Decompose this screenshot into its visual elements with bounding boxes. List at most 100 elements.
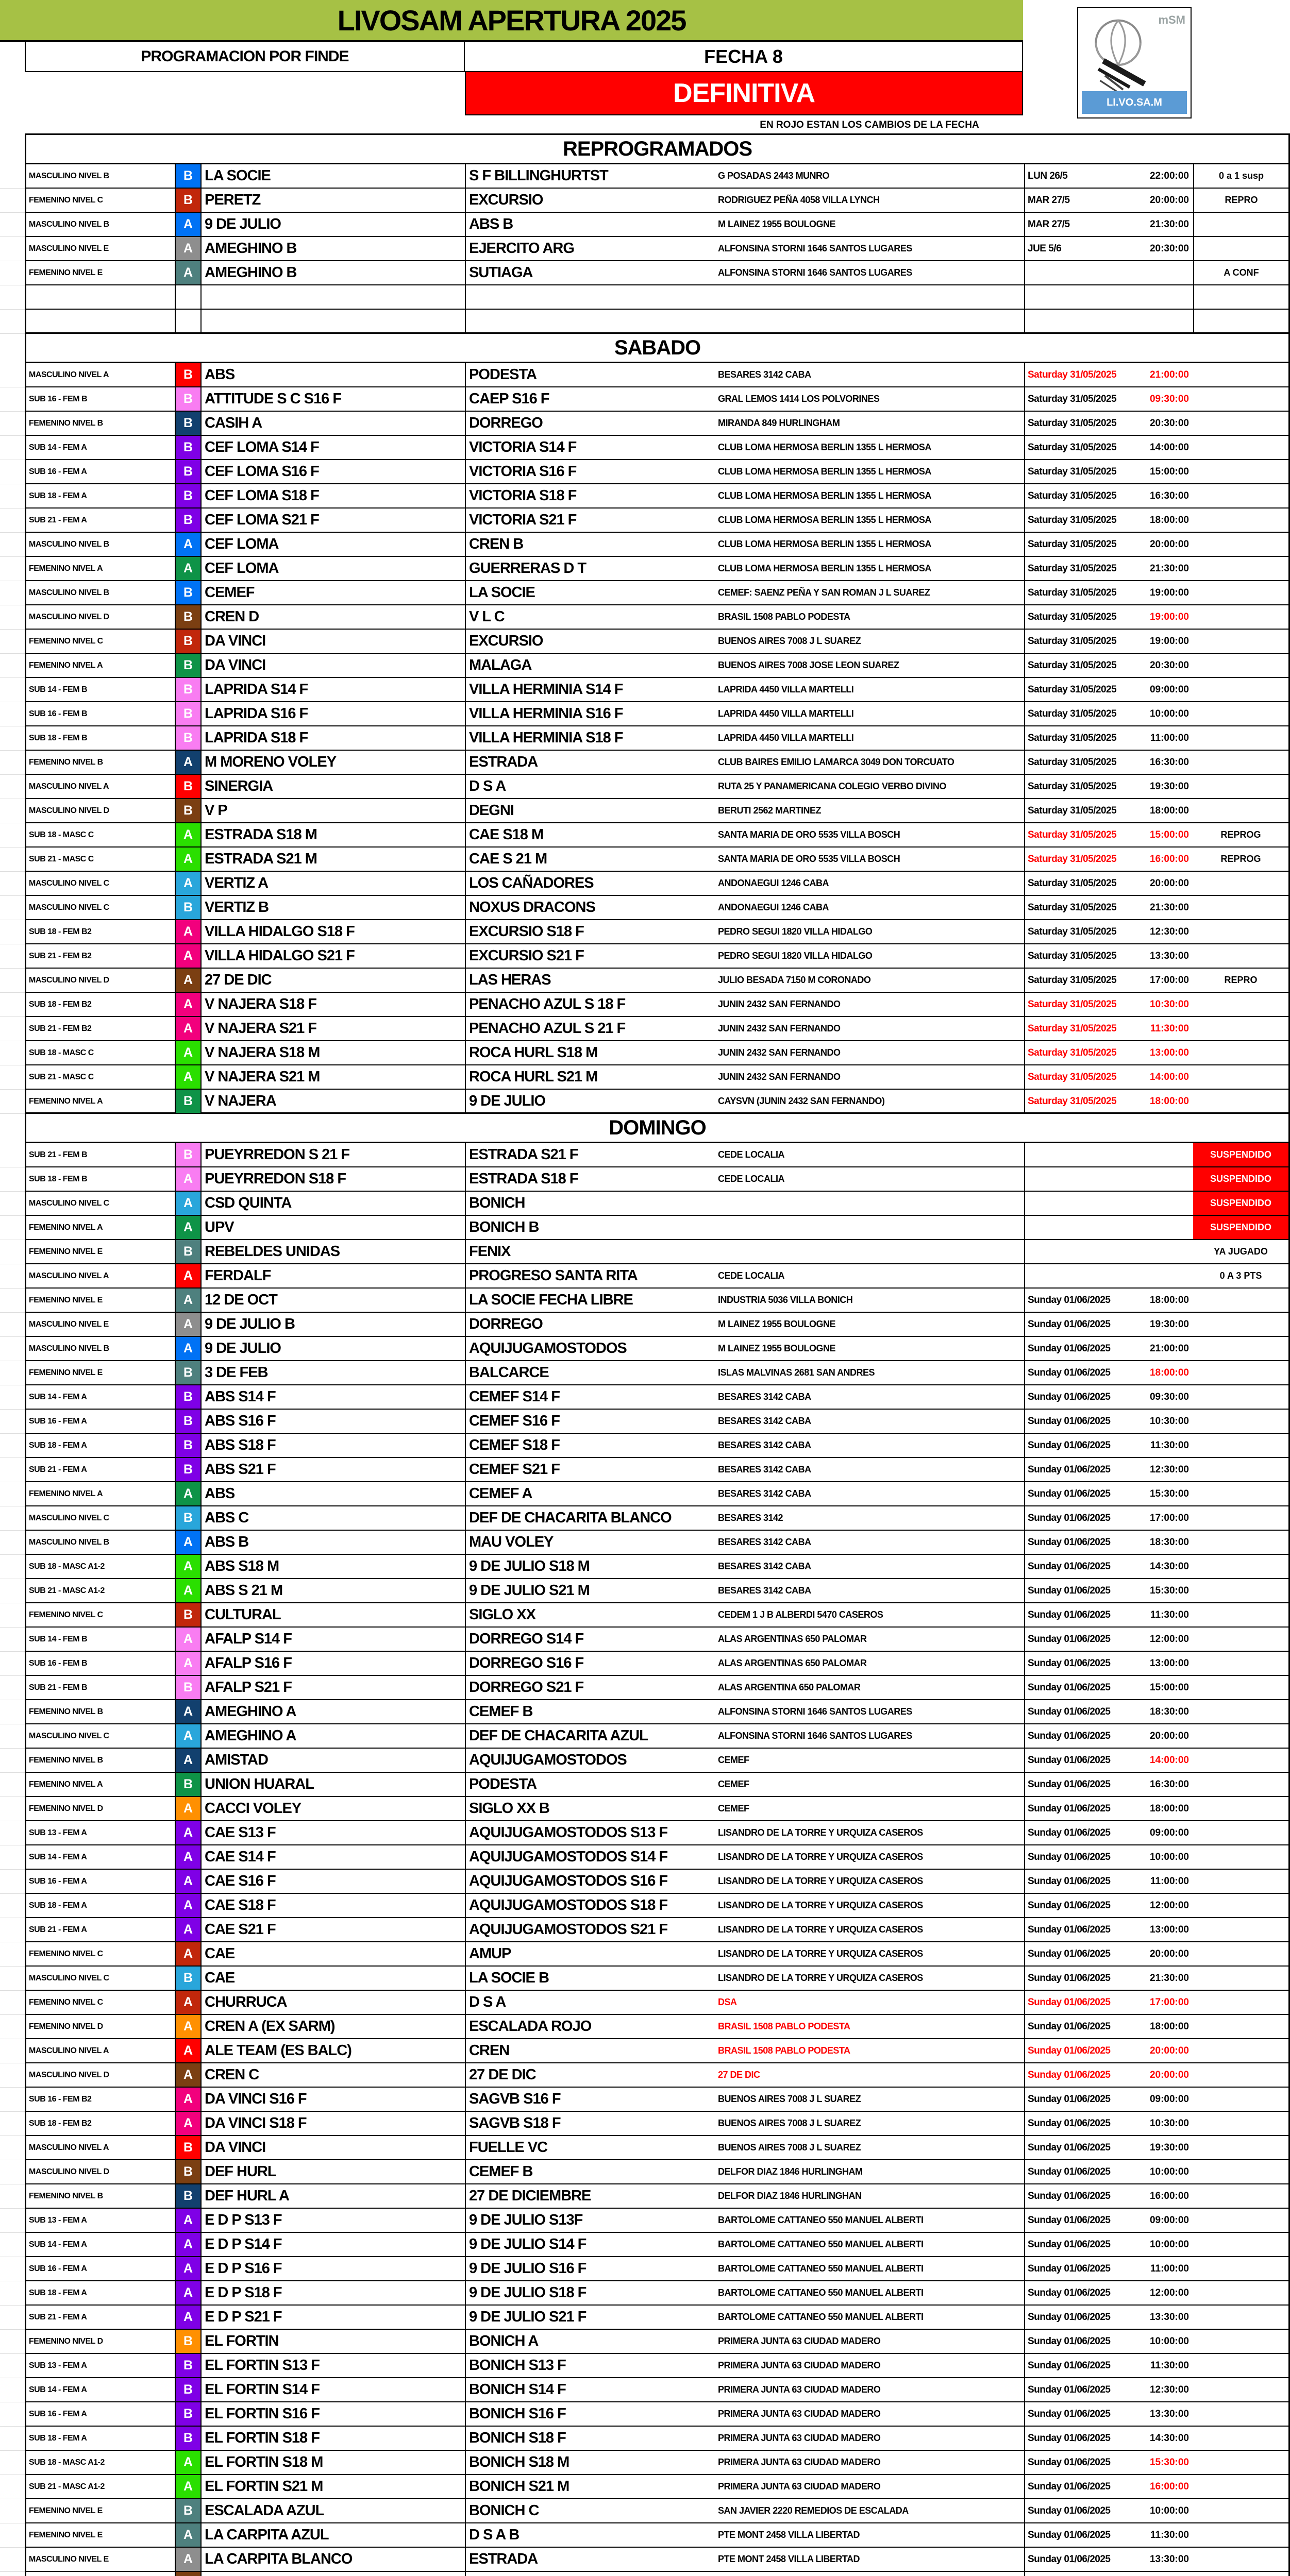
away-team-cell: DORREGO S16 F <box>465 1652 716 1676</box>
division-letter: B <box>175 1143 202 1167</box>
home-team-cell: DA VINCI S18 F <box>202 2112 465 2136</box>
home-team-cell: DEF HURL <box>202 2160 465 2184</box>
date-cell: Sunday 01/06/2025 <box>1024 1434 1129 1458</box>
away-team-cell: DORREGO S14 F <box>465 1628 716 1652</box>
row-gutter <box>0 1017 25 1041</box>
home-team-cell: 9 DE JULIO <box>202 213 465 237</box>
away-team-cell: EXCURSIO <box>465 189 716 213</box>
row-gutter <box>0 1894 25 1918</box>
row-gutter <box>0 1918 25 1942</box>
division-letter: A <box>175 2088 202 2112</box>
table-row: FEMENINO NIVEL C A CHURRUCA D S A DSA Sunday … <box>0 1991 1290 2015</box>
note-cell <box>1193 2475 1290 2499</box>
division-letter: B <box>175 799 202 823</box>
venue-cell: LISANDRO DE LA TORRE Y URQUIZA CASEROS <box>716 1894 1024 1918</box>
date-cell: Sunday 01/06/2025 <box>1024 1458 1129 1482</box>
time-cell: 17:00:00 <box>1129 1506 1193 1531</box>
away-team-cell: BONICH S18 F <box>465 2427 716 2451</box>
away-team-cell: DEF DE CHACARITA AZUL <box>465 1724 716 1749</box>
venue-cell: M LAINEZ 1955 BOULOGNE <box>716 1337 1024 1361</box>
away-team-cell: AQUIJUGAMOSTODOS S21 F <box>465 1918 716 1942</box>
date-cell: Sunday 01/06/2025 <box>1024 2063 1129 2088</box>
note-cell <box>1193 1090 1290 1114</box>
note-cell <box>1193 2015 1290 2039</box>
note-cell <box>1193 1361 1290 1385</box>
venue-cell: BESARES 3142 CABA <box>716 1555 1024 1579</box>
venue-cell: BESARES 3142 CABA <box>716 1410 1024 1434</box>
home-team-cell: EL FORTIN S18 F <box>202 2427 465 2451</box>
time-cell: 21:00:00 <box>1129 1337 1193 1361</box>
time-cell: 15:30:00 <box>1129 2451 1193 2475</box>
time-cell: 18:00:00 <box>1129 2015 1193 2039</box>
time-cell: 13:30:00 <box>1129 2548 1193 2572</box>
venue-cell: BESARES 3142 CABA <box>716 1385 1024 1410</box>
home-team-cell: AMEGHINO A <box>202 1700 465 1724</box>
note-cell <box>1193 1579 1290 1603</box>
home-team-cell: EL FORTIN S13 F <box>202 2354 465 2378</box>
table-row: SUB 14 - FEM A B CEF LOMA S14 F VICTORIA S1… <box>0 436 1290 460</box>
home-team-cell: ABS S 21 M <box>202 1579 465 1603</box>
venue-cell: LISANDRO DE LA TORRE Y URQUIZA CASEROS <box>716 1942 1024 1967</box>
note-cell: SUSPENDIDO <box>1193 1167 1290 1192</box>
time-cell: 19:30:00 <box>1129 775 1193 799</box>
division-letter: A <box>175 1482 202 1506</box>
division-letter: A <box>175 2063 202 2088</box>
venue-cell: ANDONAEGUI 1246 CABA <box>716 896 1024 920</box>
time-cell: 13:00:00 <box>1129 1652 1193 1676</box>
note-cell <box>1193 1749 1290 1773</box>
category-cell: SUB 18 - FEM A <box>25 1434 175 1458</box>
away-team-cell: 9 DE JULIO S16 F <box>465 2257 716 2281</box>
venue-cell: BARTOLOME CATTANEO 550 MANUEL ALBERTI <box>716 2281 1024 2306</box>
home-team-cell: CAE S16 F <box>202 1870 465 1894</box>
date-cell: Saturday 31/05/2025 <box>1024 993 1129 1017</box>
home-team-cell: CEF LOMA <box>202 557 465 581</box>
row-gutter <box>0 2136 25 2160</box>
category-cell: FEMENINO NIVEL B <box>25 1749 175 1773</box>
away-team-cell: ROCA HURL S21 M <box>465 1065 716 1090</box>
table-row: MASCULINO NIVEL C A VERTIZ A LOS CAÑADORES A… <box>0 872 1290 896</box>
note-cell <box>1193 1065 1290 1090</box>
venue-cell: ISLAS MALVINAS 2681 SAN ANDRES <box>716 1361 1024 1385</box>
away-team-cell: ESTRADA S18 F <box>465 1167 716 1192</box>
table-row: FEMENINO NIVEL A B UNION HUARAL PODESTA CEME… <box>0 1773 1290 1797</box>
home-team-cell: CEF LOMA S14 F <box>202 436 465 460</box>
category-cell: SUB 16 - FEM B <box>25 387 175 412</box>
time-cell: 11:30:00 <box>1129 2523 1193 2548</box>
note-cell <box>1193 1942 1290 1967</box>
home-team-cell: CEMEF <box>202 581 465 605</box>
division-letter: A <box>175 823 202 848</box>
away-team-cell: PODESTA <box>465 1773 716 1797</box>
row-gutter <box>0 1628 25 1652</box>
venue-cell: DSA <box>716 1991 1024 2015</box>
home-team-cell: E D P S13 F <box>202 2209 465 2233</box>
category-cell: FEMENINO NIVEL C <box>25 1603 175 1628</box>
time-cell: 12:00:00 <box>1129 1894 1193 1918</box>
date-cell: Saturday 31/05/2025 <box>1024 848 1129 872</box>
note-cell <box>1193 1410 1290 1434</box>
category-cell: FEMENINO NIVEL A <box>25 1773 175 1797</box>
table-row: SUB 21 - FEM B2 A V NAJERA S21 F PENACHO AZ… <box>0 1017 1290 1041</box>
note-cell <box>1193 1337 1290 1361</box>
home-team-cell: PERETZ <box>202 189 465 213</box>
home-team-cell: VILLA HIDALGO S18 F <box>202 920 465 944</box>
division-letter: B <box>175 363 202 387</box>
division-letter: A <box>175 1065 202 1090</box>
row-gutter <box>0 896 25 920</box>
row-gutter <box>0 164 25 189</box>
date-cell: Sunday 01/06/2025 <box>1024 1652 1129 1676</box>
table-row: SUB 18 - FEM A B CEF LOMA S18 F VICTORIA S1… <box>0 484 1290 509</box>
note-cell <box>1193 1870 1290 1894</box>
category-cell: FEMENINO NIVEL A <box>25 557 175 581</box>
time-cell: 19:00:00 <box>1129 630 1193 654</box>
date-cell: Sunday 01/06/2025 <box>1024 2523 1129 2548</box>
category-cell: MASCULINO NIVEL A <box>25 775 175 799</box>
row-gutter <box>0 944 25 969</box>
category-cell: SUB 21 - FEM B <box>25 1143 175 1167</box>
table-row: FEMENINO NIVEL C B CULTURAL SIGLO XX CEDEM 1… <box>0 1603 1290 1628</box>
date-cell: Sunday 01/06/2025 <box>1024 1845 1129 1870</box>
division-letter: A <box>175 2257 202 2281</box>
away-team-cell: CREN <box>465 2039 716 2063</box>
note-cell <box>1193 896 1290 920</box>
time-cell: 20:00:00 <box>1129 189 1193 213</box>
